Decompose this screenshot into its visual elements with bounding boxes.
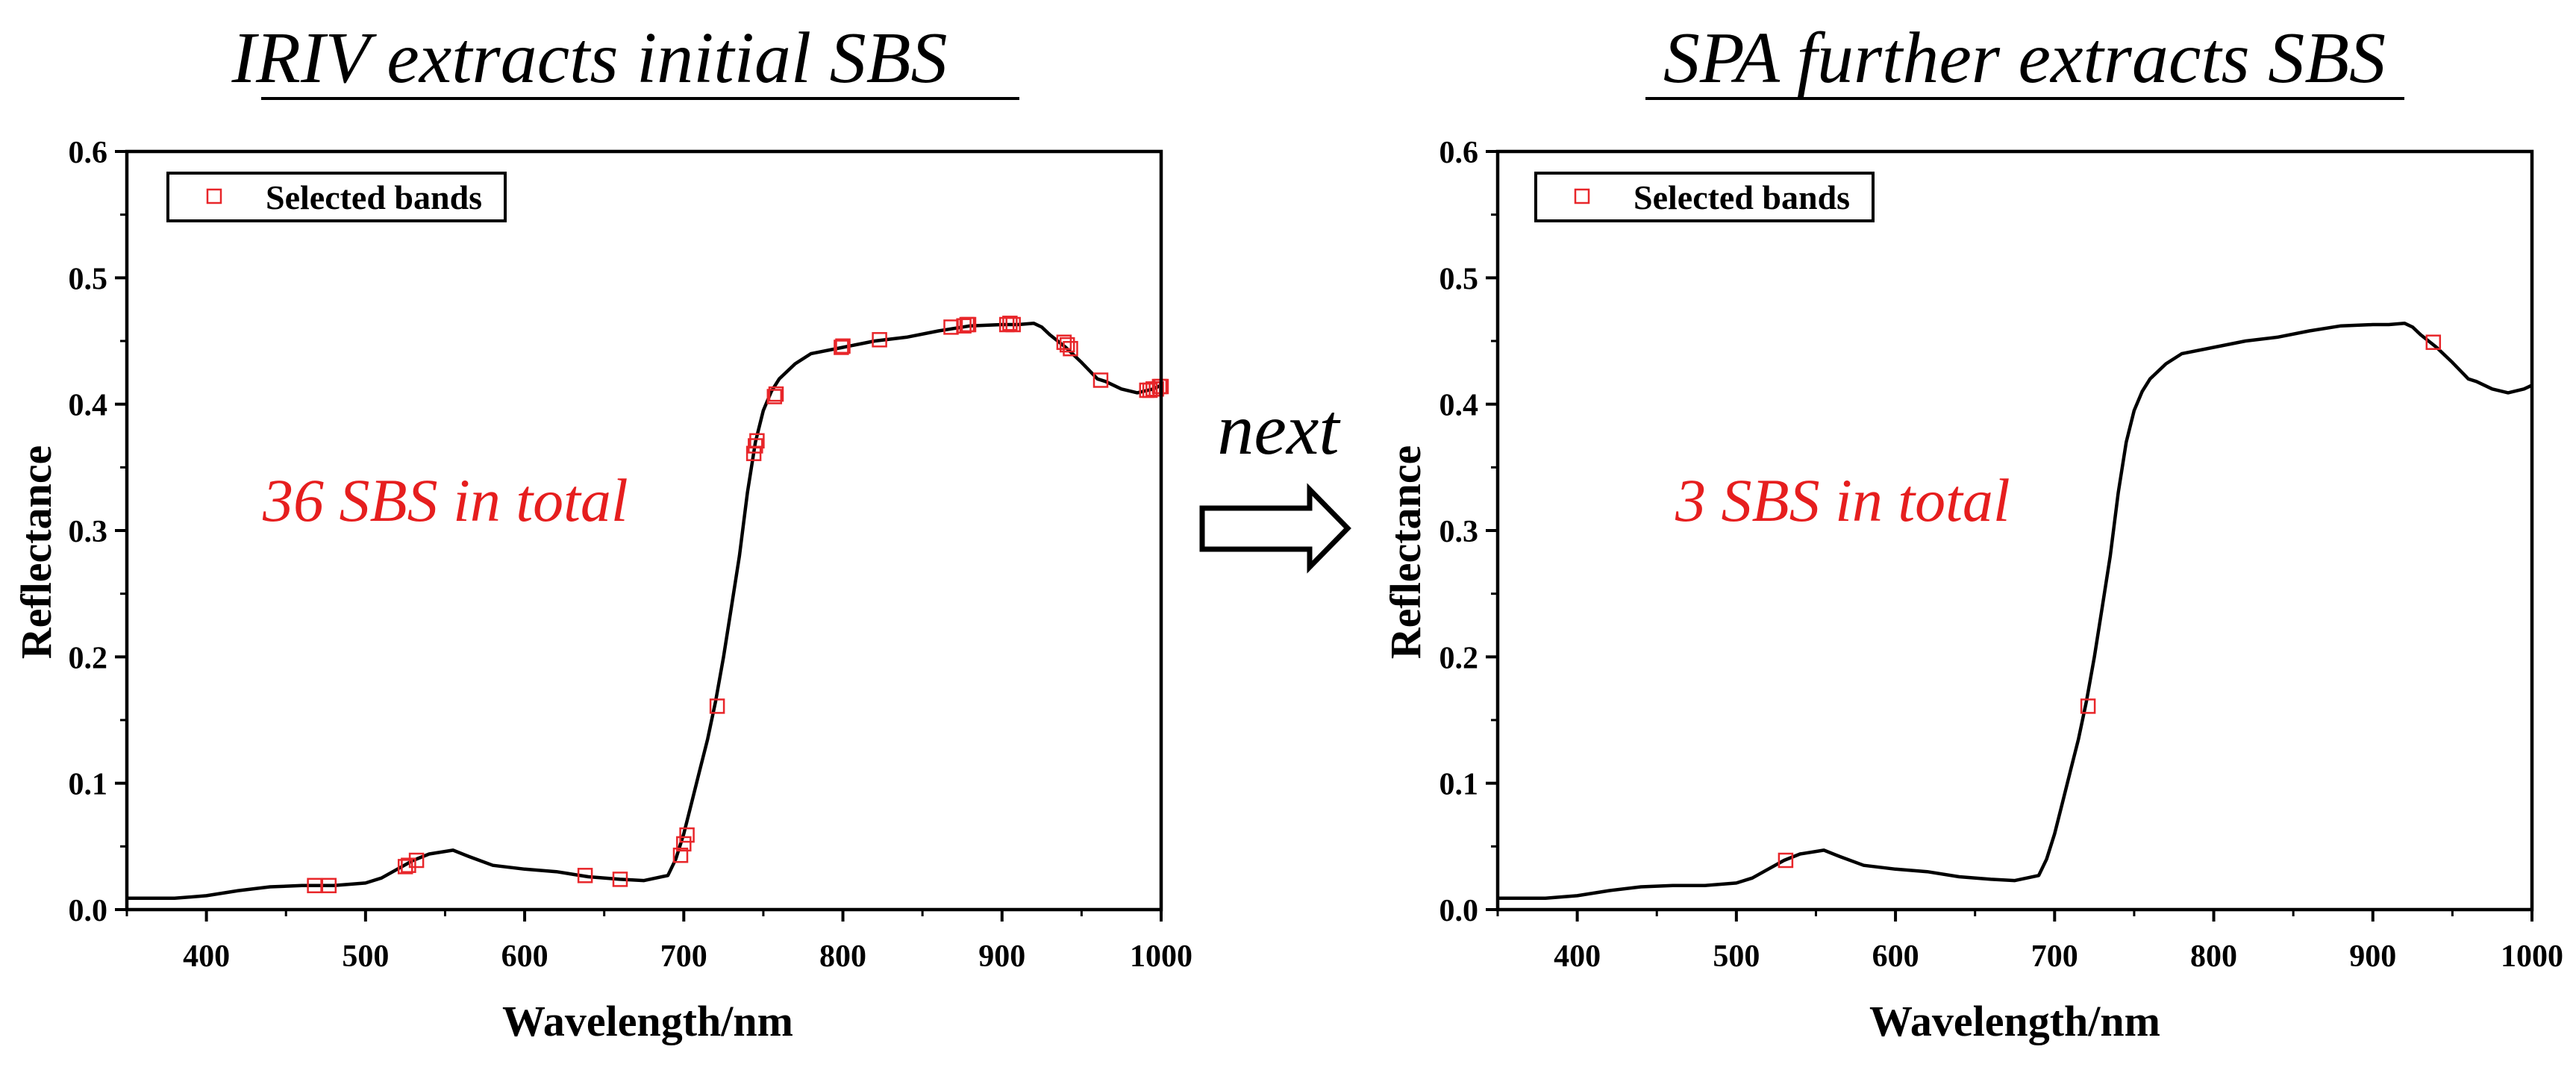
chart-annotation: 36 SBS in total <box>262 466 628 534</box>
x-axis-label: Wavelength/nm <box>1869 997 2160 1045</box>
x-tick-label: 700 <box>2031 939 2078 974</box>
selected-band-marker <box>749 433 765 449</box>
x-tick-label: 500 <box>342 939 389 974</box>
spectrum-line <box>127 322 1162 901</box>
y-tick-label: 0.2 <box>69 641 108 675</box>
x-tick-label: 600 <box>501 939 548 974</box>
legend: Selected bands <box>166 172 507 222</box>
legend-marker-square <box>206 188 222 204</box>
x-tick-label: 900 <box>978 939 1025 974</box>
y-tick-label: 0.6 <box>69 136 108 170</box>
chart-title: SPA further extracts SBS <box>1663 18 2386 98</box>
plot-frame <box>1495 149 2534 912</box>
next-arrow-group: next <box>1199 390 1351 574</box>
legend-box <box>1534 172 1875 222</box>
spectrum-line <box>1498 322 2533 901</box>
selected-band-marker <box>577 868 593 883</box>
x-tick-label: 500 <box>1713 939 1760 974</box>
legend: Selected bands <box>1534 172 1875 222</box>
y-axis-label: Reflectance <box>1381 445 1430 660</box>
chart-title: IRIV extracts initial SBS <box>231 18 948 98</box>
x-tick-label: 600 <box>1872 939 1919 974</box>
selected-band-marker <box>321 878 337 894</box>
selected-band-marker <box>1005 316 1021 333</box>
x-tick-label: 800 <box>819 939 866 974</box>
x-tick-label: 700 <box>660 939 707 974</box>
selected-band-marker <box>1778 852 1794 869</box>
selected-band-marker <box>834 340 849 355</box>
selected-band-marker <box>612 872 628 887</box>
selected-band-marker <box>872 332 887 348</box>
plot-area: 400 500 600 700 800 900 1000 0.0 0.1 0.2 0.3 0.4 0.5… <box>69 136 1193 974</box>
selected-band-marker <box>1063 340 1078 357</box>
selected-band-marker <box>408 852 425 869</box>
y-tick-label: 0.1 <box>69 768 108 802</box>
legend-marker-square <box>1574 188 1590 204</box>
y-axis-label: Reflectance <box>12 445 60 660</box>
legend-label: Selected bands <box>266 178 482 216</box>
selected-band-marker <box>766 389 783 404</box>
y-tick-label: 0.3 <box>1439 515 1479 549</box>
selected-band-marker <box>960 316 977 333</box>
y-tick-label: 0.2 <box>1439 641 1479 675</box>
y-tick-label: 0.5 <box>69 262 108 296</box>
selected-band-marker <box>672 847 689 863</box>
x-axis-label: Wavelength/nm <box>502 997 793 1045</box>
legend-label: Selected bands <box>1634 178 1850 216</box>
selected-band-marker <box>2080 698 2096 714</box>
chart-spa: SPA further extracts SBS 400 500 600 700 800… <box>1381 18 2563 1045</box>
selected-band-marker <box>401 857 416 873</box>
selected-band-marker <box>768 386 784 402</box>
selected-band-marker <box>679 827 695 843</box>
selected-band-marker <box>835 338 851 354</box>
selected-band-marker <box>1002 316 1018 331</box>
y-tick-label: 0.3 <box>69 515 108 549</box>
y-tick-label: 0.4 <box>1439 389 1479 423</box>
selected-band-marker <box>748 438 763 454</box>
y-tick-label: 0.0 <box>69 894 108 928</box>
x-tick-label: 1000 <box>1130 939 1192 974</box>
x-tick-label: 400 <box>183 939 230 974</box>
y-tick-label: 0.4 <box>69 389 108 423</box>
y-tick-label: 0.6 <box>1439 136 1479 170</box>
y-tick-label: 0.5 <box>1439 262 1479 296</box>
selected-band-marker <box>676 836 692 852</box>
x-tick-label: 900 <box>2349 939 2396 974</box>
y-tick-label: 0.1 <box>1439 768 1479 802</box>
chart-annotation: 3 SBS in total <box>1675 466 2010 534</box>
selected-band-marker <box>956 318 972 334</box>
selected-band-marker <box>1092 372 1109 388</box>
x-tick-label: 800 <box>2190 939 2237 974</box>
y-tick-label: 0.0 <box>1439 894 1479 928</box>
selected-band-marker <box>709 698 725 714</box>
chart-iriv: IRIV extracts initial SBS 400 500 600 700 80… <box>12 18 1192 1045</box>
right-arrow-icon <box>1199 483 1351 574</box>
selected-band-marker <box>1059 337 1075 353</box>
selected-band-marker <box>2425 334 2442 350</box>
selected-band-marker <box>1148 381 1164 397</box>
legend-box <box>166 172 507 222</box>
x-tick-label: 400 <box>1554 939 1601 974</box>
arrow-label: next <box>1217 390 1341 470</box>
x-tick-label: 1000 <box>2501 939 2563 974</box>
plot-area: 400 500 600 700 800 900 1000 0.0 0.1 0.2 0.3 0.4 0.5… <box>1439 136 2564 974</box>
